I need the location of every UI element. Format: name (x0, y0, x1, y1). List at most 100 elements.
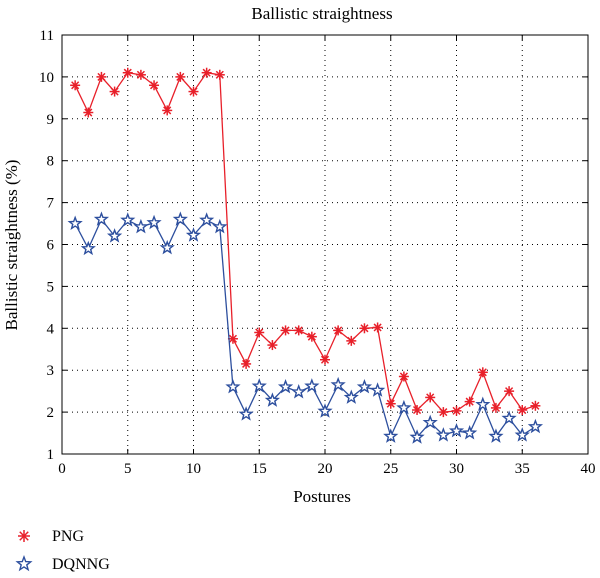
star-marker (527, 418, 544, 434)
star-marker (80, 240, 96, 256)
asterisk-marker (346, 335, 357, 346)
star-marker (369, 382, 386, 397)
star-marker (133, 218, 149, 234)
series-layer (67, 67, 544, 444)
y-tick-label: 2 (47, 405, 55, 421)
star-marker (146, 214, 162, 230)
star-marker (422, 414, 438, 430)
asterisk-marker (267, 340, 278, 351)
asterisk-marker (214, 69, 225, 80)
y-tick-label: 11 (40, 28, 54, 44)
asterisk-marker (451, 405, 462, 416)
series-dqnng (67, 211, 544, 444)
chart-title: Ballistic straightness (251, 4, 392, 23)
star-marker (212, 218, 228, 234)
y-axis-label: Ballistic straightness (%) (2, 160, 21, 331)
star-marker (159, 239, 175, 255)
star-marker (291, 383, 307, 399)
asterisk-marker (83, 107, 94, 118)
star-marker (93, 211, 110, 226)
star-marker (251, 378, 267, 393)
star-marker (304, 378, 320, 393)
star-marker (488, 428, 504, 443)
y-tick-label: 6 (47, 238, 55, 254)
legend-label-dqnng: DQNNG (52, 556, 110, 573)
asterisk-marker (398, 371, 409, 382)
asterisk-marker (149, 80, 160, 91)
star-marker (330, 376, 346, 392)
star-marker (225, 378, 241, 394)
star-marker (67, 215, 83, 231)
asterisk-marker (320, 354, 330, 365)
y-tick-label: 3 (47, 363, 55, 379)
asterisk-marker (477, 367, 488, 378)
asterisk-marker (359, 323, 370, 334)
asterisk-marker (188, 86, 199, 97)
star-marker (475, 396, 491, 412)
x-tick-label: 5 (124, 461, 132, 477)
star-marker (448, 422, 465, 438)
series-png (70, 67, 541, 418)
x-tick-label: 25 (383, 461, 398, 477)
x-tick-label: 20 (318, 461, 333, 477)
asterisk-marker (70, 80, 81, 91)
star-marker (120, 212, 136, 227)
x-tick-label: 15 (252, 461, 267, 477)
asterisk-marker (464, 396, 475, 407)
asterisk-marker (504, 386, 515, 397)
series-line (74, 72, 536, 413)
star-marker (343, 389, 359, 404)
star-marker (356, 378, 373, 394)
asterisk-marker (372, 322, 383, 333)
asterisk-marker (18, 530, 30, 542)
asterisk-marker (293, 325, 304, 336)
y-tick-label: 7 (47, 196, 55, 212)
y-tick-label: 1 (47, 447, 55, 463)
star-marker (277, 378, 294, 394)
asterisk-marker (162, 105, 173, 116)
x-tick-label: 10 (186, 461, 201, 477)
star-marker (514, 427, 530, 442)
x-tick-label: 35 (515, 461, 530, 477)
star-marker (409, 429, 425, 444)
asterisk-marker (438, 407, 449, 418)
asterisk-marker (306, 331, 317, 342)
y-tick-label: 10 (39, 70, 54, 86)
star-marker (264, 392, 281, 407)
x-tick-label: 0 (58, 461, 66, 477)
asterisk-marker (201, 67, 212, 78)
asterisk-marker (530, 400, 541, 411)
y-tick-label: 5 (47, 279, 55, 295)
star-marker (199, 212, 215, 227)
axis-ticks: 0 5 10 15 20 25 30 35 40 1 2 3 4 5 6 7 8 9 10 11 (39, 28, 596, 477)
asterisk-marker (175, 71, 186, 82)
star-marker (462, 425, 478, 440)
asterisk-marker (227, 333, 238, 344)
asterisk-marker (280, 325, 291, 336)
star-marker (435, 427, 451, 442)
asterisk-marker (385, 398, 396, 409)
asterisk-marker (109, 86, 120, 97)
asterisk-marker (122, 67, 133, 78)
legend: PNG DQNNG (15, 528, 110, 573)
x-tick-label: 40 (581, 461, 596, 477)
star-marker (501, 410, 517, 425)
asterisk-marker (517, 405, 528, 416)
asterisk-marker (241, 358, 252, 369)
star-marker (15, 555, 33, 572)
star-marker (185, 227, 202, 242)
star-marker (106, 228, 123, 243)
x-tick-label: 30 (449, 461, 464, 477)
asterisk-marker (490, 402, 501, 413)
x-axis-label: Postures (293, 487, 351, 506)
star-marker (317, 403, 333, 418)
asterisk-marker (412, 405, 423, 416)
legend-label-png: PNG (52, 528, 84, 545)
star-marker (396, 399, 412, 415)
star-marker (172, 211, 188, 226)
asterisk-marker (333, 325, 344, 336)
asterisk-marker (135, 69, 146, 80)
star-marker (238, 406, 254, 421)
asterisk-marker (96, 71, 107, 82)
